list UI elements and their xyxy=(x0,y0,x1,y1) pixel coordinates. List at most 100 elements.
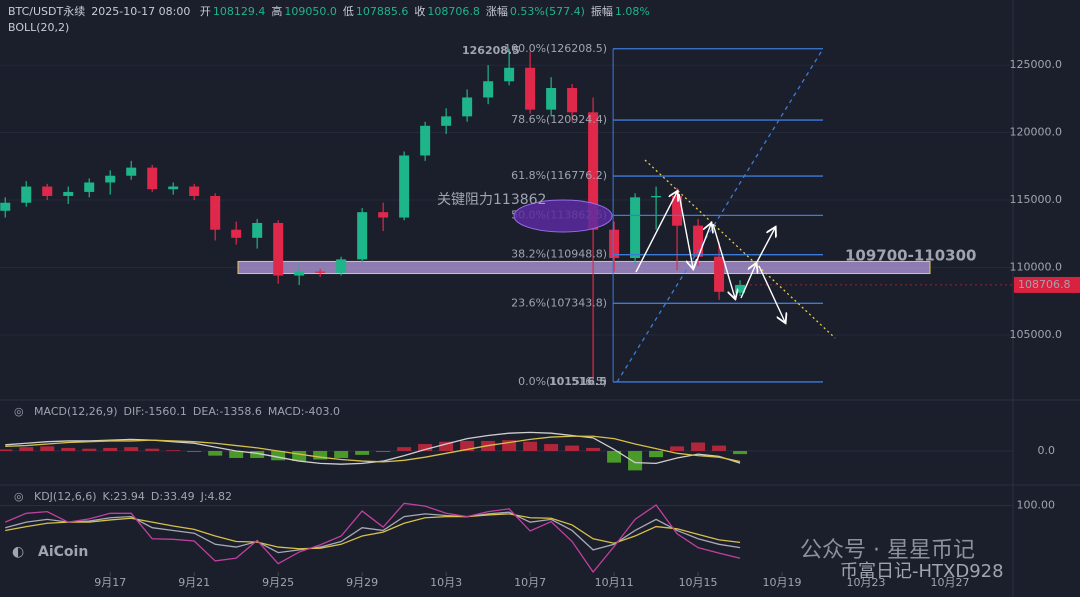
candle-body xyxy=(546,88,557,110)
macd-bar xyxy=(586,447,601,451)
macd-bar xyxy=(82,448,97,451)
symbol: BTC/USDT永续 xyxy=(8,5,86,18)
header-label: 收 xyxy=(414,5,426,18)
macd-bar xyxy=(397,447,412,451)
candle-body xyxy=(735,284,746,293)
header-label: 涨幅 xyxy=(485,5,508,18)
ohlc-header: BTC/USDT永续 2025-10-17 08:00 开 108129.4 高 109… xyxy=(8,3,656,19)
panel-header: KDJ(12,6,6) xyxy=(34,490,97,503)
panel-tick-label: 100.00 xyxy=(1017,499,1056,512)
header-label: 振幅 xyxy=(590,5,613,18)
macd-bar xyxy=(544,444,559,451)
support-zone-label: 109700-110300 xyxy=(845,247,976,265)
header-label: 低 xyxy=(342,5,354,18)
macd-bar xyxy=(19,447,34,451)
candle-body xyxy=(168,186,179,190)
candle-body xyxy=(588,112,599,230)
macd-bar xyxy=(229,451,244,458)
candle-body xyxy=(105,175,116,183)
macd-bar xyxy=(187,451,202,452)
header-value: 107885.6 xyxy=(355,5,409,18)
x-tick-label: 10月23 xyxy=(847,576,886,589)
macd-bar xyxy=(145,448,160,451)
candle-body xyxy=(126,167,137,176)
candle-body xyxy=(336,259,347,273)
macd-bar xyxy=(355,451,370,455)
indicator-line xyxy=(5,431,741,465)
candle-body xyxy=(651,195,662,198)
candle-body xyxy=(609,229,620,259)
overlay-header: BOLL(20,2) xyxy=(8,21,75,34)
candle-body xyxy=(441,116,452,126)
panel-header: J:4.82 xyxy=(200,490,232,503)
panel-header: MACD(12,26,9) xyxy=(34,405,118,418)
candle-body xyxy=(273,222,284,276)
timestamp: 2025-10-17 08:00 xyxy=(91,5,191,18)
panel-icon: ◎ xyxy=(14,405,24,418)
header-value: 108706.8 xyxy=(427,5,480,18)
candle-body xyxy=(63,191,74,196)
macd-bar xyxy=(271,451,286,461)
candle-body xyxy=(0,202,11,211)
candle-body xyxy=(252,222,263,238)
macd-bar xyxy=(313,451,328,460)
highlight-ellipse xyxy=(513,199,613,233)
panel-tick-label: 0.0 xyxy=(1038,444,1056,457)
fib-label: 23.6%(107343.8) xyxy=(511,296,607,309)
panel-header: DEA:-1358.6 xyxy=(193,405,262,418)
candle-body xyxy=(294,271,305,276)
candle-body xyxy=(672,195,683,226)
candle-body xyxy=(357,212,368,260)
macd-bar xyxy=(376,451,391,452)
x-tick-label: 10月3 xyxy=(430,576,462,589)
resistance-note: 关键阻力113862 xyxy=(437,192,546,208)
watermark: 公众号 · 星星币记 xyxy=(800,538,975,563)
macd-bar xyxy=(502,440,517,451)
header-value: 1.08% xyxy=(614,5,650,18)
candle-body xyxy=(21,186,32,203)
macd-bar xyxy=(103,447,118,451)
watermark: AiCoin xyxy=(38,544,88,560)
macd-bar xyxy=(418,444,433,451)
header-value: 108129.4 xyxy=(212,5,266,18)
candle-body xyxy=(567,88,578,113)
macd-bar xyxy=(40,446,55,451)
trend-line xyxy=(644,159,836,339)
x-tick-label: 9月25 xyxy=(262,576,294,589)
macd-bar xyxy=(733,451,748,455)
macd-bar xyxy=(166,450,181,451)
y-tick-label: 110000.0 xyxy=(1010,260,1063,273)
macd-bar xyxy=(565,445,580,451)
low-label: 101516.5 xyxy=(549,375,607,388)
last-price-label: 108706.8 xyxy=(1018,278,1071,291)
watermark: 币富日记-HTXD928 xyxy=(840,561,1004,582)
indicator-line xyxy=(5,511,741,554)
candle-body xyxy=(147,167,158,190)
fib-label: 38.2%(110948.8) xyxy=(511,248,607,261)
candle-body xyxy=(315,271,326,273)
y-tick-label: 125000.0 xyxy=(1010,58,1063,71)
candle-body xyxy=(420,125,431,156)
macd-bar xyxy=(649,451,664,458)
macd-bar xyxy=(208,451,223,456)
macd-bar xyxy=(0,449,13,451)
candle-body xyxy=(504,67,515,82)
fib-label: 100.0%(126208.5) xyxy=(504,42,607,55)
header-value: 109050.0 xyxy=(284,5,337,18)
panel-header: MACD:-403.0 xyxy=(268,405,340,418)
x-tick-label: 9月21 xyxy=(178,576,210,589)
candle-body xyxy=(693,225,704,257)
macd-bar xyxy=(292,451,307,462)
macd-bar xyxy=(712,445,727,451)
y-tick-label: 105000.0 xyxy=(1010,328,1063,341)
x-tick-label: 10月19 xyxy=(763,576,802,589)
macd-bar xyxy=(523,441,538,451)
watermark-logo: ◐ xyxy=(12,544,24,560)
indicator-line xyxy=(4,502,741,574)
y-tick-label: 115000.0 xyxy=(1010,193,1063,206)
macd-bar xyxy=(691,442,706,451)
macd-bar xyxy=(607,451,622,463)
x-tick-label: 10月15 xyxy=(679,576,718,589)
